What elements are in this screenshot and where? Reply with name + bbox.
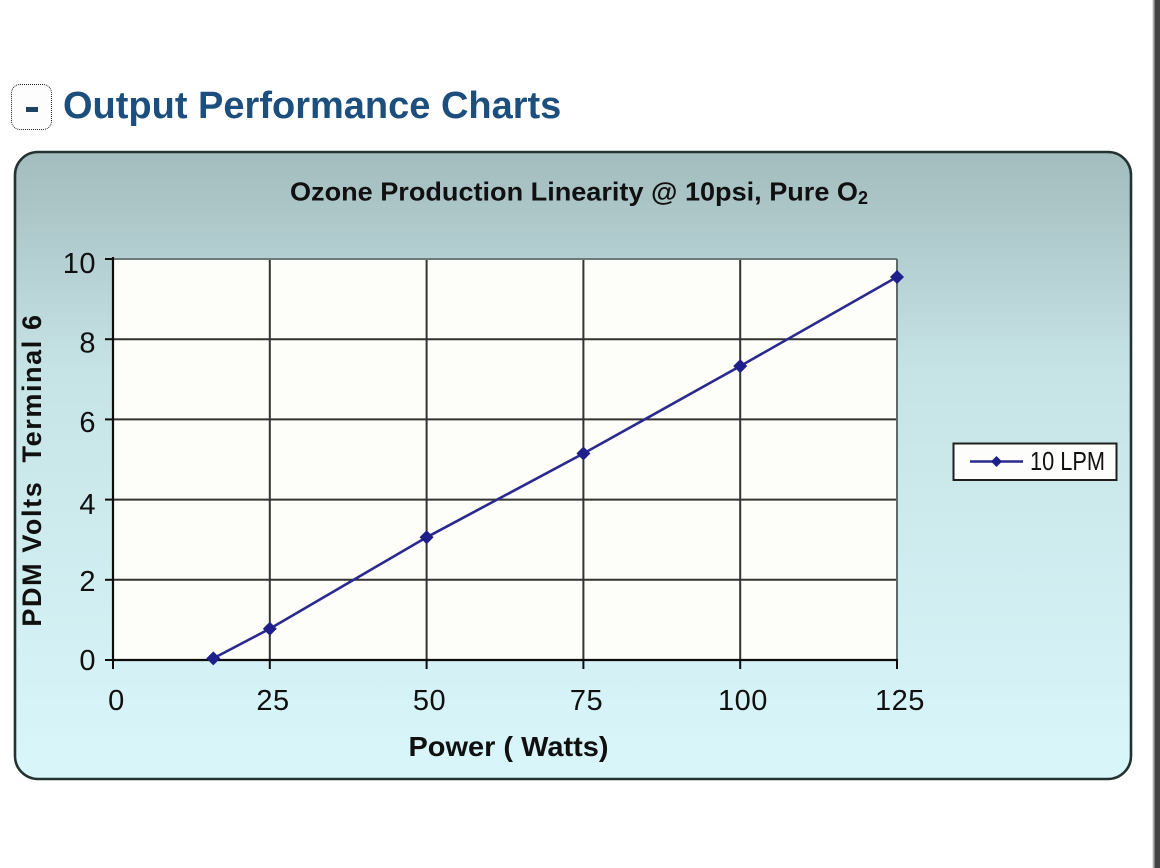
svg-text:0: 0: [79, 645, 96, 677]
svg-text:50: 50: [413, 685, 446, 717]
svg-text:2: 2: [79, 566, 96, 598]
svg-text:10 LPM: 10 LPM: [1030, 446, 1105, 476]
svg-text:125: 125: [875, 685, 925, 717]
svg-text:6: 6: [79, 407, 96, 439]
svg-text:100: 100: [718, 685, 768, 717]
svg-text:2: 2: [858, 188, 868, 208]
svg-text:4: 4: [79, 489, 96, 521]
svg-text:10: 10: [63, 248, 96, 280]
svg-text:PDM Volts Terminal 6: PDM Volts Terminal 6: [17, 313, 47, 626]
svg-text:0: 0: [108, 685, 125, 717]
svg-text:Power ( Watts): Power ( Watts): [409, 731, 609, 762]
svg-text:Ozone Production Linearity @ 1: Ozone Production Linearity @ 10psi, Pure…: [290, 177, 858, 207]
svg-text:8: 8: [79, 328, 96, 360]
svg-text:25: 25: [256, 685, 289, 717]
svg-text:75: 75: [570, 685, 603, 717]
